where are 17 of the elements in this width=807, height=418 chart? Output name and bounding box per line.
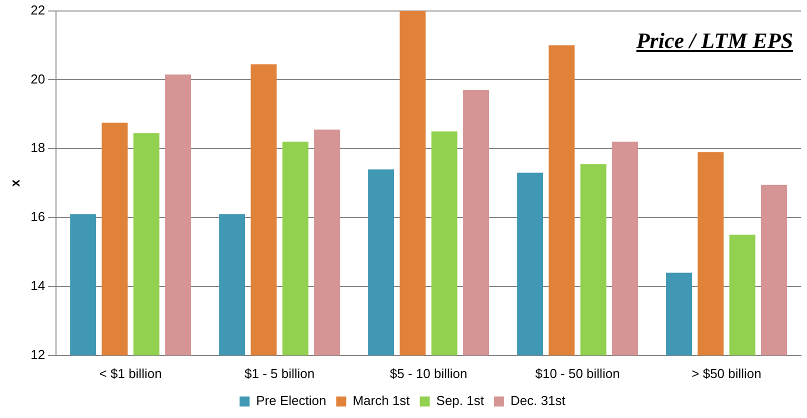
y-axis-title: x (7, 178, 22, 187)
legend-label: March 1st (352, 393, 410, 408)
x-tick-label: < $1 billion (99, 366, 162, 381)
legend-label: Pre Election (256, 393, 326, 408)
legend-label: Dec. 31st (510, 393, 566, 408)
y-tick-label: 18 (30, 140, 46, 156)
legend-label: Sep. 1st (436, 393, 484, 408)
y-tick-label: 16 (30, 209, 46, 224)
x-tick-label: $5 - 10 billion (390, 366, 468, 381)
y-tick-label: 22 (30, 2, 46, 18)
text: Price / LTM EPS (636, 28, 793, 54)
y-tick-label: 20 (30, 71, 46, 86)
x-tick-label: $10 - 50 billion (535, 366, 620, 381)
y-tick-label: 14 (30, 278, 46, 294)
y-tick-label: 12 (30, 346, 46, 362)
x-tick-label: > $50 billion (692, 366, 762, 381)
x-tick-label: $1 - 5 billion (244, 366, 315, 381)
